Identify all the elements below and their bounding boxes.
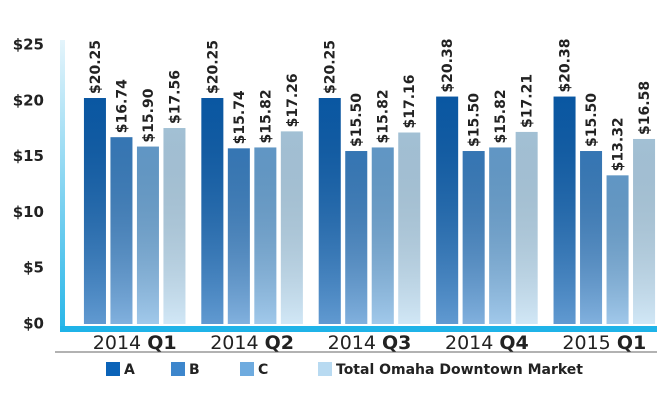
y-tick-label: $20 (13, 91, 44, 109)
value-label: $20.38 (558, 39, 574, 93)
legend-label: Total Omaha Downtown Market (336, 362, 583, 378)
value-label: $16.74 (114, 79, 130, 133)
legend-swatch (318, 362, 332, 376)
value-label: $17.16 (402, 74, 418, 128)
value-label: $13.32 (611, 117, 627, 171)
bar-shade (462, 151, 485, 324)
y-tick-label: $25 (13, 36, 44, 54)
y-tick-label: $5 (23, 259, 44, 277)
bar-shade (280, 131, 303, 324)
value-label: $16.58 (637, 81, 653, 135)
value-label: $17.21 (520, 74, 536, 128)
bar-shade (227, 148, 250, 324)
legend-label: C (258, 362, 268, 378)
bar-shade (489, 147, 512, 324)
y-axis (60, 40, 65, 330)
legend-label: A (124, 362, 135, 378)
legend-swatch (106, 362, 120, 376)
bar-shade (371, 147, 394, 324)
bar-shade (318, 98, 341, 324)
value-label: $15.50 (584, 93, 600, 147)
bar-shade (606, 175, 629, 324)
value-label: $15.82 (376, 89, 392, 143)
value-label: $20.25 (323, 40, 339, 94)
y-tick-label: $0 (23, 315, 44, 333)
bar-shade (398, 132, 421, 324)
bar-shade (201, 98, 224, 324)
bar-shade (110, 137, 133, 324)
legend-swatch (171, 362, 185, 376)
x-axis (60, 326, 657, 332)
value-label: $17.56 (167, 70, 183, 124)
legend-label: B (189, 362, 200, 378)
bar-shade (136, 146, 159, 324)
legend-swatch (240, 362, 254, 376)
value-label: $20.25 (88, 40, 104, 94)
value-label: $15.82 (493, 89, 509, 143)
y-tick-label: $10 (13, 203, 44, 221)
bar-shade (580, 151, 603, 324)
bar-shade (83, 98, 106, 324)
value-label: $17.26 (285, 73, 301, 127)
bar-shade (254, 147, 277, 324)
value-label: $15.82 (258, 89, 274, 143)
value-label: $20.38 (440, 39, 456, 93)
x-tick-label: 2015 Q1 (562, 332, 646, 354)
bar-shade (515, 131, 538, 324)
x-tick-label: 2014 Q1 (93, 332, 177, 354)
x-tick-label: 2014 Q2 (210, 332, 294, 354)
bar-shade (553, 96, 576, 324)
value-label: $15.90 (141, 88, 157, 142)
y-tick-label: $15 (13, 147, 44, 165)
value-label: $15.50 (467, 93, 483, 147)
value-label: $20.25 (205, 40, 221, 94)
value-label: $15.74 (232, 90, 248, 144)
bar-shade (633, 138, 656, 324)
x-tick-label: 2014 Q3 (328, 332, 412, 354)
x-tick-label: 2014 Q4 (445, 332, 529, 354)
bar-shade (345, 151, 368, 324)
bar-shade (163, 128, 186, 324)
bar-shade (436, 96, 459, 324)
value-label: $15.50 (349, 93, 365, 147)
